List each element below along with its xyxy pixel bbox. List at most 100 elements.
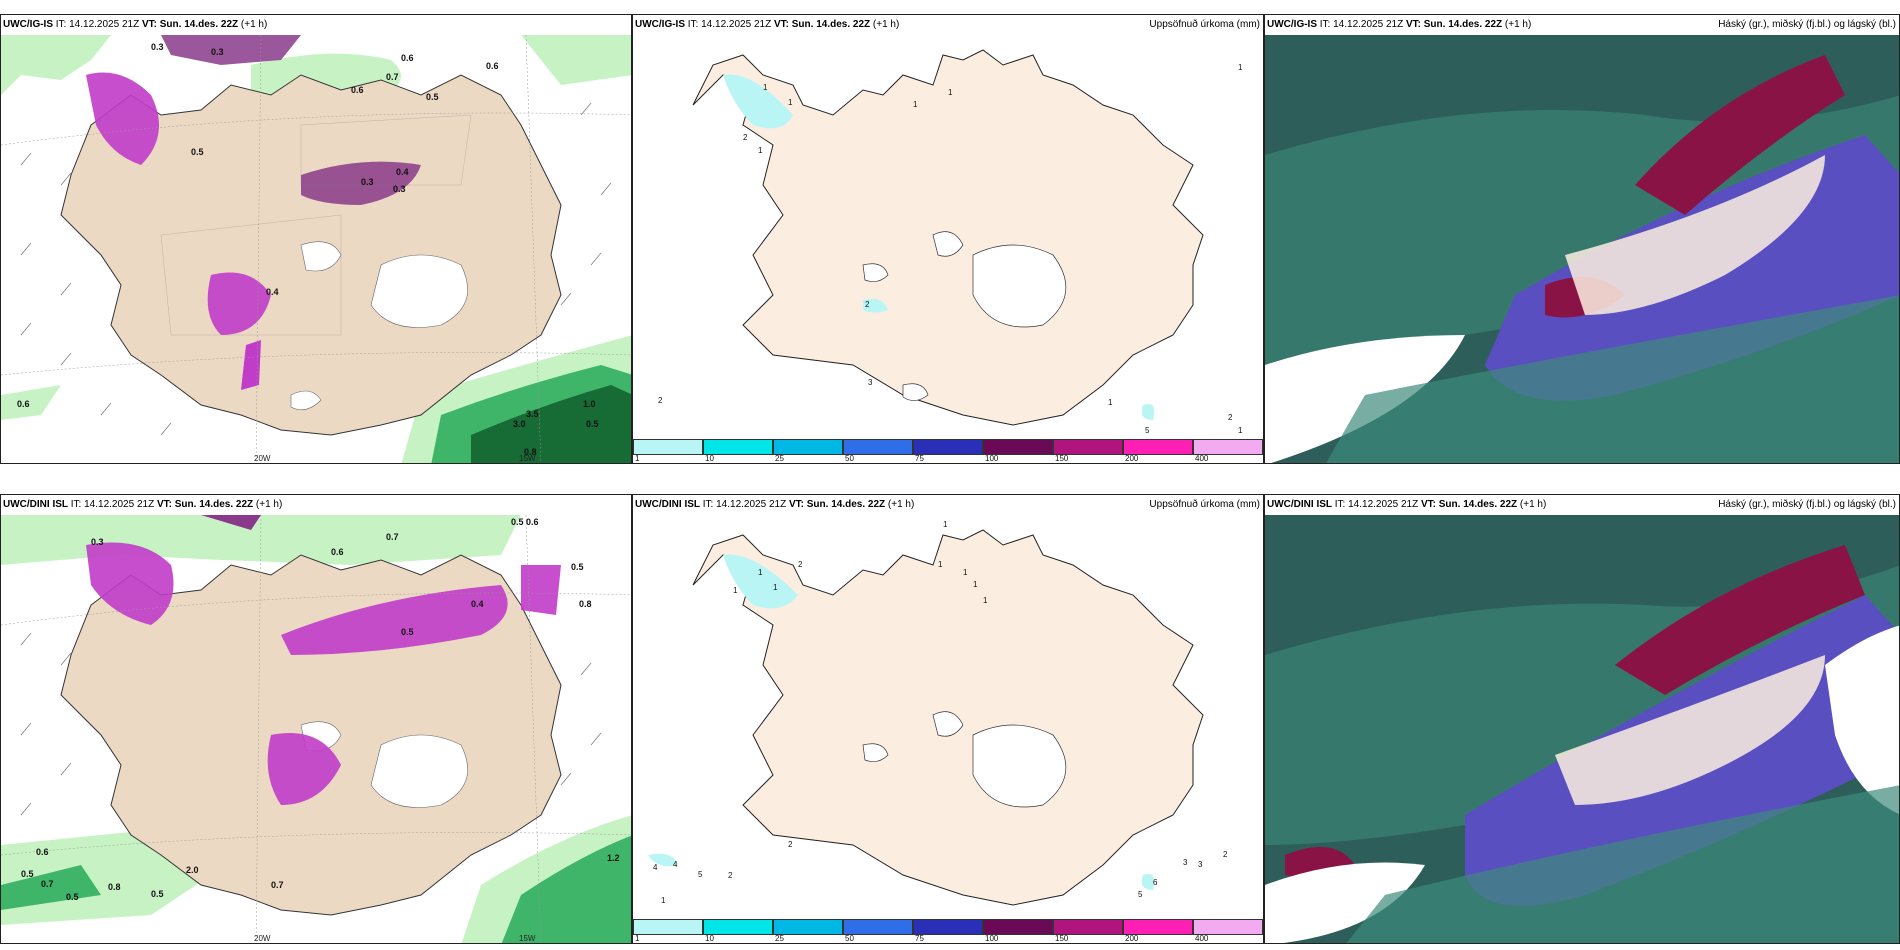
precip-light-areas: [1, 515, 631, 943]
map-svg-bm: 1 1 1 1 1 1 1 2 4 4 5 2 1 2 5 6 3 3 2 1: [648, 520, 1228, 906]
value-label: 0.3: [151, 42, 164, 52]
value-label: 2: [1223, 850, 1228, 859]
wind-barbs: [20, 102, 612, 436]
valid-label: VT:: [141, 19, 157, 30]
map-svg-br: [1265, 515, 1899, 943]
value-label: 0.6: [36, 847, 49, 857]
colorbar-swatch: [843, 919, 913, 935]
value-label: 0.7: [386, 72, 399, 82]
colorbar-swatch: [843, 439, 913, 455]
precip-value-labels: 0.3 0.3 0.7 0.6 0.6 0.5 0.6 0.4 0.3 0.4 …: [17, 42, 599, 457]
colorbar: 1 10 25 50 75 100 150 200 400: [633, 919, 1263, 943]
colorbar-swatch: [633, 439, 703, 455]
colorbar-swatch: [773, 919, 843, 935]
lon-label-20w: 20W: [254, 934, 271, 943]
valid-time: Sun. 14.des. 22Z: [174, 499, 254, 510]
map-svg-tm: 1 1 1 1 2 1 3 2 1 5 2 1 2 1: [658, 49, 1243, 435]
value-label: 0.4: [471, 599, 484, 609]
value-label: 2: [788, 840, 793, 849]
value-label: 0.7: [386, 532, 399, 542]
colorbar-tick-label: 400: [1195, 934, 1209, 943]
value-label: 0.3: [91, 537, 104, 547]
value-label: 0.6: [526, 517, 539, 527]
value-label: 4: [653, 863, 658, 872]
lead-time: (+1 h): [1504, 19, 1532, 30]
map-svg-bl: 0.3 0.7 0.6 0.5 0.5 0.6 0.8 0.4 0.5 0.6 …: [1, 515, 631, 943]
value-label: 1: [1238, 426, 1243, 435]
colorbar-swatch: [1053, 439, 1123, 455]
glaciers: [300, 721, 468, 808]
value-label: 0.8: [524, 447, 537, 457]
panel-top-mid: UWC/IG-IS IT: 14.12.2025 21Z VT: Sun. 14…: [632, 14, 1264, 464]
value-label: 0.3: [211, 47, 224, 57]
grid-lines: [1, 515, 631, 943]
value-label: 2: [1228, 413, 1233, 422]
value-label: 0.4: [396, 167, 409, 177]
colorbar-tick-label: 150: [1055, 934, 1069, 943]
value-label: 0.5: [191, 147, 204, 157]
model-name: UWC/IG-IS: [1267, 19, 1317, 30]
colorbar-tick-label: 200: [1125, 934, 1139, 943]
colorbar-tick-label: 75: [915, 454, 924, 463]
colorbar-swatch: [1123, 919, 1193, 935]
colorbar-tick-label: 10: [705, 934, 714, 943]
value-label: 2: [743, 133, 748, 142]
value-label: 2: [728, 871, 733, 880]
panel-bottom-mid: UWC/DINI ISL IT: 14.12.2025 21Z VT: Sun.…: [632, 494, 1264, 944]
colorbar-tick-label: 25: [775, 934, 784, 943]
colorbar-swatch: [1123, 439, 1193, 455]
precip-value-labels: 0.3 0.7 0.6 0.5 0.5 0.6 0.8 0.4 0.5 0.6 …: [21, 517, 620, 902]
cloud-cover-map: [1265, 515, 1899, 943]
map-svg-tl: 0.3 0.3 0.7 0.6 0.6 0.5 0.6 0.4 0.3 0.4 …: [1, 35, 631, 463]
colorbar-tick-label: 1: [635, 934, 640, 943]
value-label: 3: [1198, 860, 1203, 869]
model-name: UWC/DINI ISL: [635, 499, 700, 510]
panel-subtitle: Uppsöfnuð úrkoma (mm): [1149, 499, 1260, 510]
colorbar-tick-label: 400: [1195, 454, 1209, 463]
model-name: UWC/DINI ISL: [3, 499, 68, 510]
value-label: 1: [943, 520, 948, 529]
value-label: 0.5: [66, 892, 79, 902]
colorbar-tick-label: 75: [915, 934, 924, 943]
value-label: 5: [698, 870, 703, 879]
valid-label: VT:: [1420, 499, 1436, 510]
value-label: 0.5: [426, 92, 439, 102]
value-label: 1: [963, 568, 968, 577]
lead-time: (+1 h): [240, 19, 268, 30]
colorbar-swatch: [1193, 439, 1263, 455]
panel-subtitle: Háský (gr.), miðský (fj.bl.) og lágský (…: [1718, 499, 1896, 510]
init-time: IT: 14.12.2025 21Z: [55, 19, 140, 30]
glaciers: [862, 231, 1067, 401]
value-label: 0.6: [17, 399, 30, 409]
value-label: 2.0: [186, 865, 199, 875]
value-label: 1: [938, 560, 943, 569]
value-label: 1: [973, 580, 978, 589]
value-label: 0.7: [271, 880, 284, 890]
value-label: 1: [763, 83, 768, 92]
precip-wind-map: 0.3 0.7 0.6 0.5 0.5 0.6 0.8 0.4 0.5 0.6 …: [1, 515, 631, 943]
model-name: UWC/IG-IS: [635, 19, 685, 30]
panel-header: UWC/DINI ISL IT: 14.12.2025 21Z VT: Sun.…: [633, 495, 1263, 515]
value-label: 1: [1238, 63, 1243, 72]
grid-lines: [1, 35, 631, 463]
panel-header: UWC/IG-IS IT: 14.12.2025 21Z VT: Sun. 14…: [633, 15, 1263, 35]
value-label: 1: [1108, 398, 1113, 407]
value-label: 1.2: [607, 853, 620, 863]
panel-header: UWC/DINI ISL IT: 14.12.2025 21Z VT: Sun.…: [1265, 495, 1899, 515]
cloud-cover-map: [1265, 35, 1899, 463]
value-label: 3: [868, 378, 873, 387]
value-label: 1: [913, 100, 918, 109]
init-time: IT: 14.12.2025 21Z: [702, 499, 787, 510]
precip-value-labels: 1 1 1 1 1 1 1 2 4 4 5 2 1 2 5 6 3 3 2 1: [653, 520, 1228, 905]
colorbar-tick-label: 100: [985, 934, 999, 943]
lead-time: (+1 h): [1519, 499, 1547, 510]
value-label: 2: [865, 300, 870, 309]
valid-time: Sun. 14.des. 22Z: [806, 499, 886, 510]
value-label: 1: [758, 568, 763, 577]
model-name: UWC/IG-IS: [3, 19, 53, 30]
value-label: 4: [673, 860, 678, 869]
panel-header: UWC/DINI ISL IT: 14.12.2025 21Z VT: Sun.…: [1, 495, 631, 515]
value-label: 0.5: [586, 419, 599, 429]
init-time: IT: 14.12.2025 21Z: [687, 19, 772, 30]
value-label: 0.5: [401, 627, 414, 637]
